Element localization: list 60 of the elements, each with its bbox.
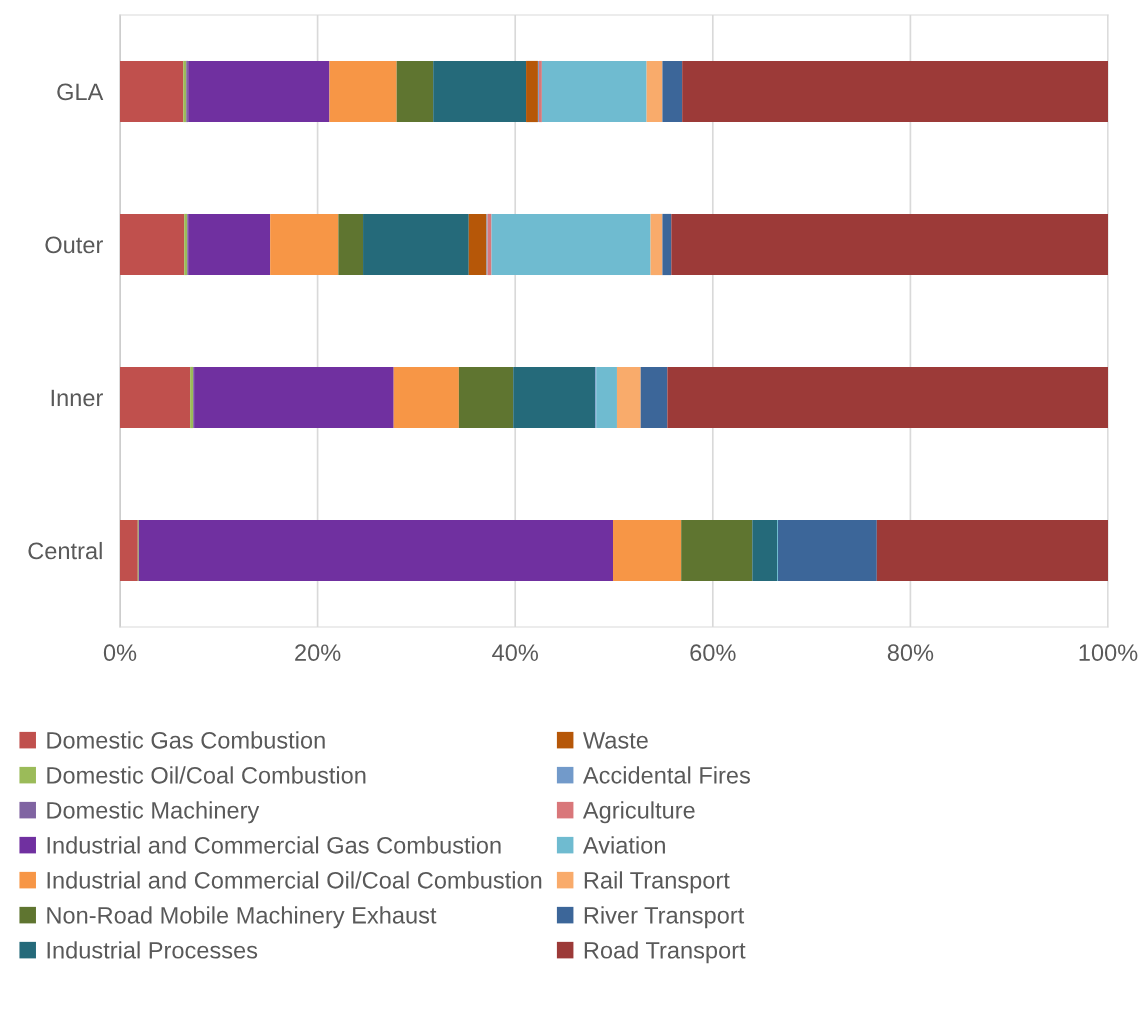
- bar: [596, 366, 617, 429]
- bar: [329, 60, 397, 123]
- legend-label: Aviation: [582, 836, 665, 854]
- legend-label: Rail Transport: [584, 871, 730, 894]
- bar: [138, 519, 614, 582]
- legend-label: Agriculture: [582, 801, 695, 824]
- bar: [120, 60, 184, 123]
- bar: [616, 366, 641, 429]
- bar: [513, 366, 596, 429]
- bar: [458, 366, 514, 429]
- bar: [120, 213, 185, 276]
- bar: [646, 60, 663, 123]
- legend-label: Waste: [582, 732, 648, 749]
- legend-label: Domestic Gas Combustion: [47, 731, 325, 749]
- bar: [491, 213, 651, 276]
- legend-label: Domestic Oil/Coal Combustion: [47, 766, 366, 784]
- legend-label: Industrial Processes: [47, 941, 258, 959]
- bar: [120, 366, 191, 429]
- bar: [682, 60, 1108, 123]
- bar: [396, 60, 434, 123]
- bar: [662, 213, 672, 276]
- bar: [188, 60, 330, 123]
- bar: [526, 60, 538, 123]
- legend-label: Road Transport: [584, 941, 746, 964]
- legend-label: Industrial and Commercial Oil/Coal Combustion: [47, 871, 542, 889]
- legend-label: Domestic Machinery: [47, 801, 260, 824]
- x-tick-label: 40%: [492, 644, 538, 662]
- bar: [363, 213, 469, 276]
- bar: [650, 213, 663, 276]
- bar: [671, 213, 1108, 276]
- bar: [752, 519, 778, 582]
- x-tick-label: 20%: [295, 644, 341, 662]
- bar: [640, 366, 668, 429]
- x-tick-label: 0%: [103, 644, 137, 662]
- bar: [188, 213, 271, 276]
- y-tick-label: Central: [28, 541, 102, 560]
- bar: [681, 519, 753, 582]
- y-tick-label: GLA: [57, 83, 104, 101]
- y-tick-label: Outer: [45, 236, 103, 254]
- bar: [667, 366, 1108, 429]
- bar: [541, 60, 647, 123]
- bar: [194, 366, 394, 429]
- x-tick-label: 100%: [1079, 644, 1138, 662]
- legend-label: River Transport: [584, 906, 745, 929]
- y-tick-label: Inner: [51, 389, 103, 407]
- x-tick-label: 60%: [690, 644, 736, 662]
- legend-label: Industrial and Commercial Gas Combustion: [47, 836, 501, 854]
- bar: [433, 60, 527, 123]
- bar: [120, 519, 138, 582]
- legend-label: Non-Road Mobile Machinery Exhaust: [47, 906, 437, 929]
- bar: [662, 60, 683, 123]
- bar: [778, 519, 877, 582]
- bar: [338, 213, 364, 276]
- bar: [876, 519, 1108, 582]
- bar: [468, 213, 487, 276]
- legend-label: Accidental Fires: [582, 766, 750, 784]
- bar: [270, 213, 339, 276]
- bar: [613, 519, 682, 582]
- x-tick-label: 80%: [887, 644, 934, 662]
- bar: [393, 366, 459, 429]
